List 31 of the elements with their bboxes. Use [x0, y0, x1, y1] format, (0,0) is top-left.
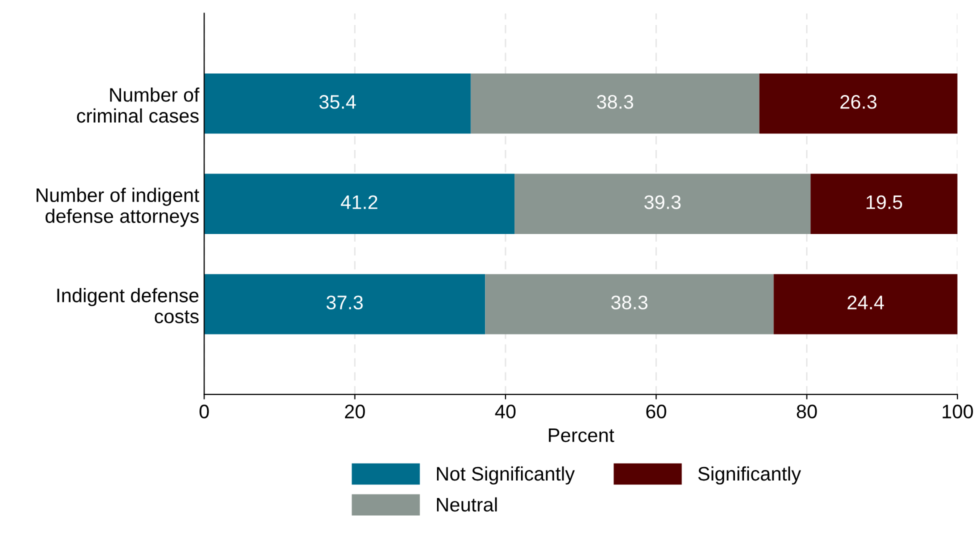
bar [774, 274, 958, 334]
data-label: 41.2 [340, 195, 378, 209]
data-label: 19.5 [866, 195, 902, 210]
bar [810, 174, 958, 234]
data-label: 24.4 [848, 296, 884, 310]
data-label: 38.3 [611, 296, 648, 310]
x-tick-label: 20 [345, 404, 365, 418]
bar [204, 74, 471, 134]
bar [759, 74, 958, 134]
data-label: 38.3 [596, 95, 634, 109]
bar [204, 174, 515, 234]
y-tick-label: Indigent defense costs [57, 288, 199, 324]
data-label: 26.3 [840, 95, 876, 109]
x-tick-label: 100 [942, 404, 973, 418]
bar [204, 274, 486, 334]
bar [514, 174, 811, 234]
x-tick-label: 0 [200, 404, 209, 418]
data-label: 35.4 [319, 95, 356, 109]
legend-label: Significantly [698, 466, 802, 485]
bar [470, 74, 760, 134]
legend-label: Neutral [437, 497, 497, 512]
legend-label: Not Significantly [437, 466, 575, 485]
x-tick-label: 60 [646, 404, 666, 418]
y-tick-label: Number of indigent defense attorneys [36, 188, 200, 227]
x-axis-title: Percent [548, 428, 614, 442]
y-tick-label: Number of criminal cases [76, 87, 200, 123]
data-label: 39.3 [644, 195, 681, 210]
x-tick-label: 80 [796, 404, 817, 418]
data-label: 37.3 [326, 296, 363, 310]
bar [485, 274, 774, 334]
x-tick-label: 40 [495, 404, 516, 418]
